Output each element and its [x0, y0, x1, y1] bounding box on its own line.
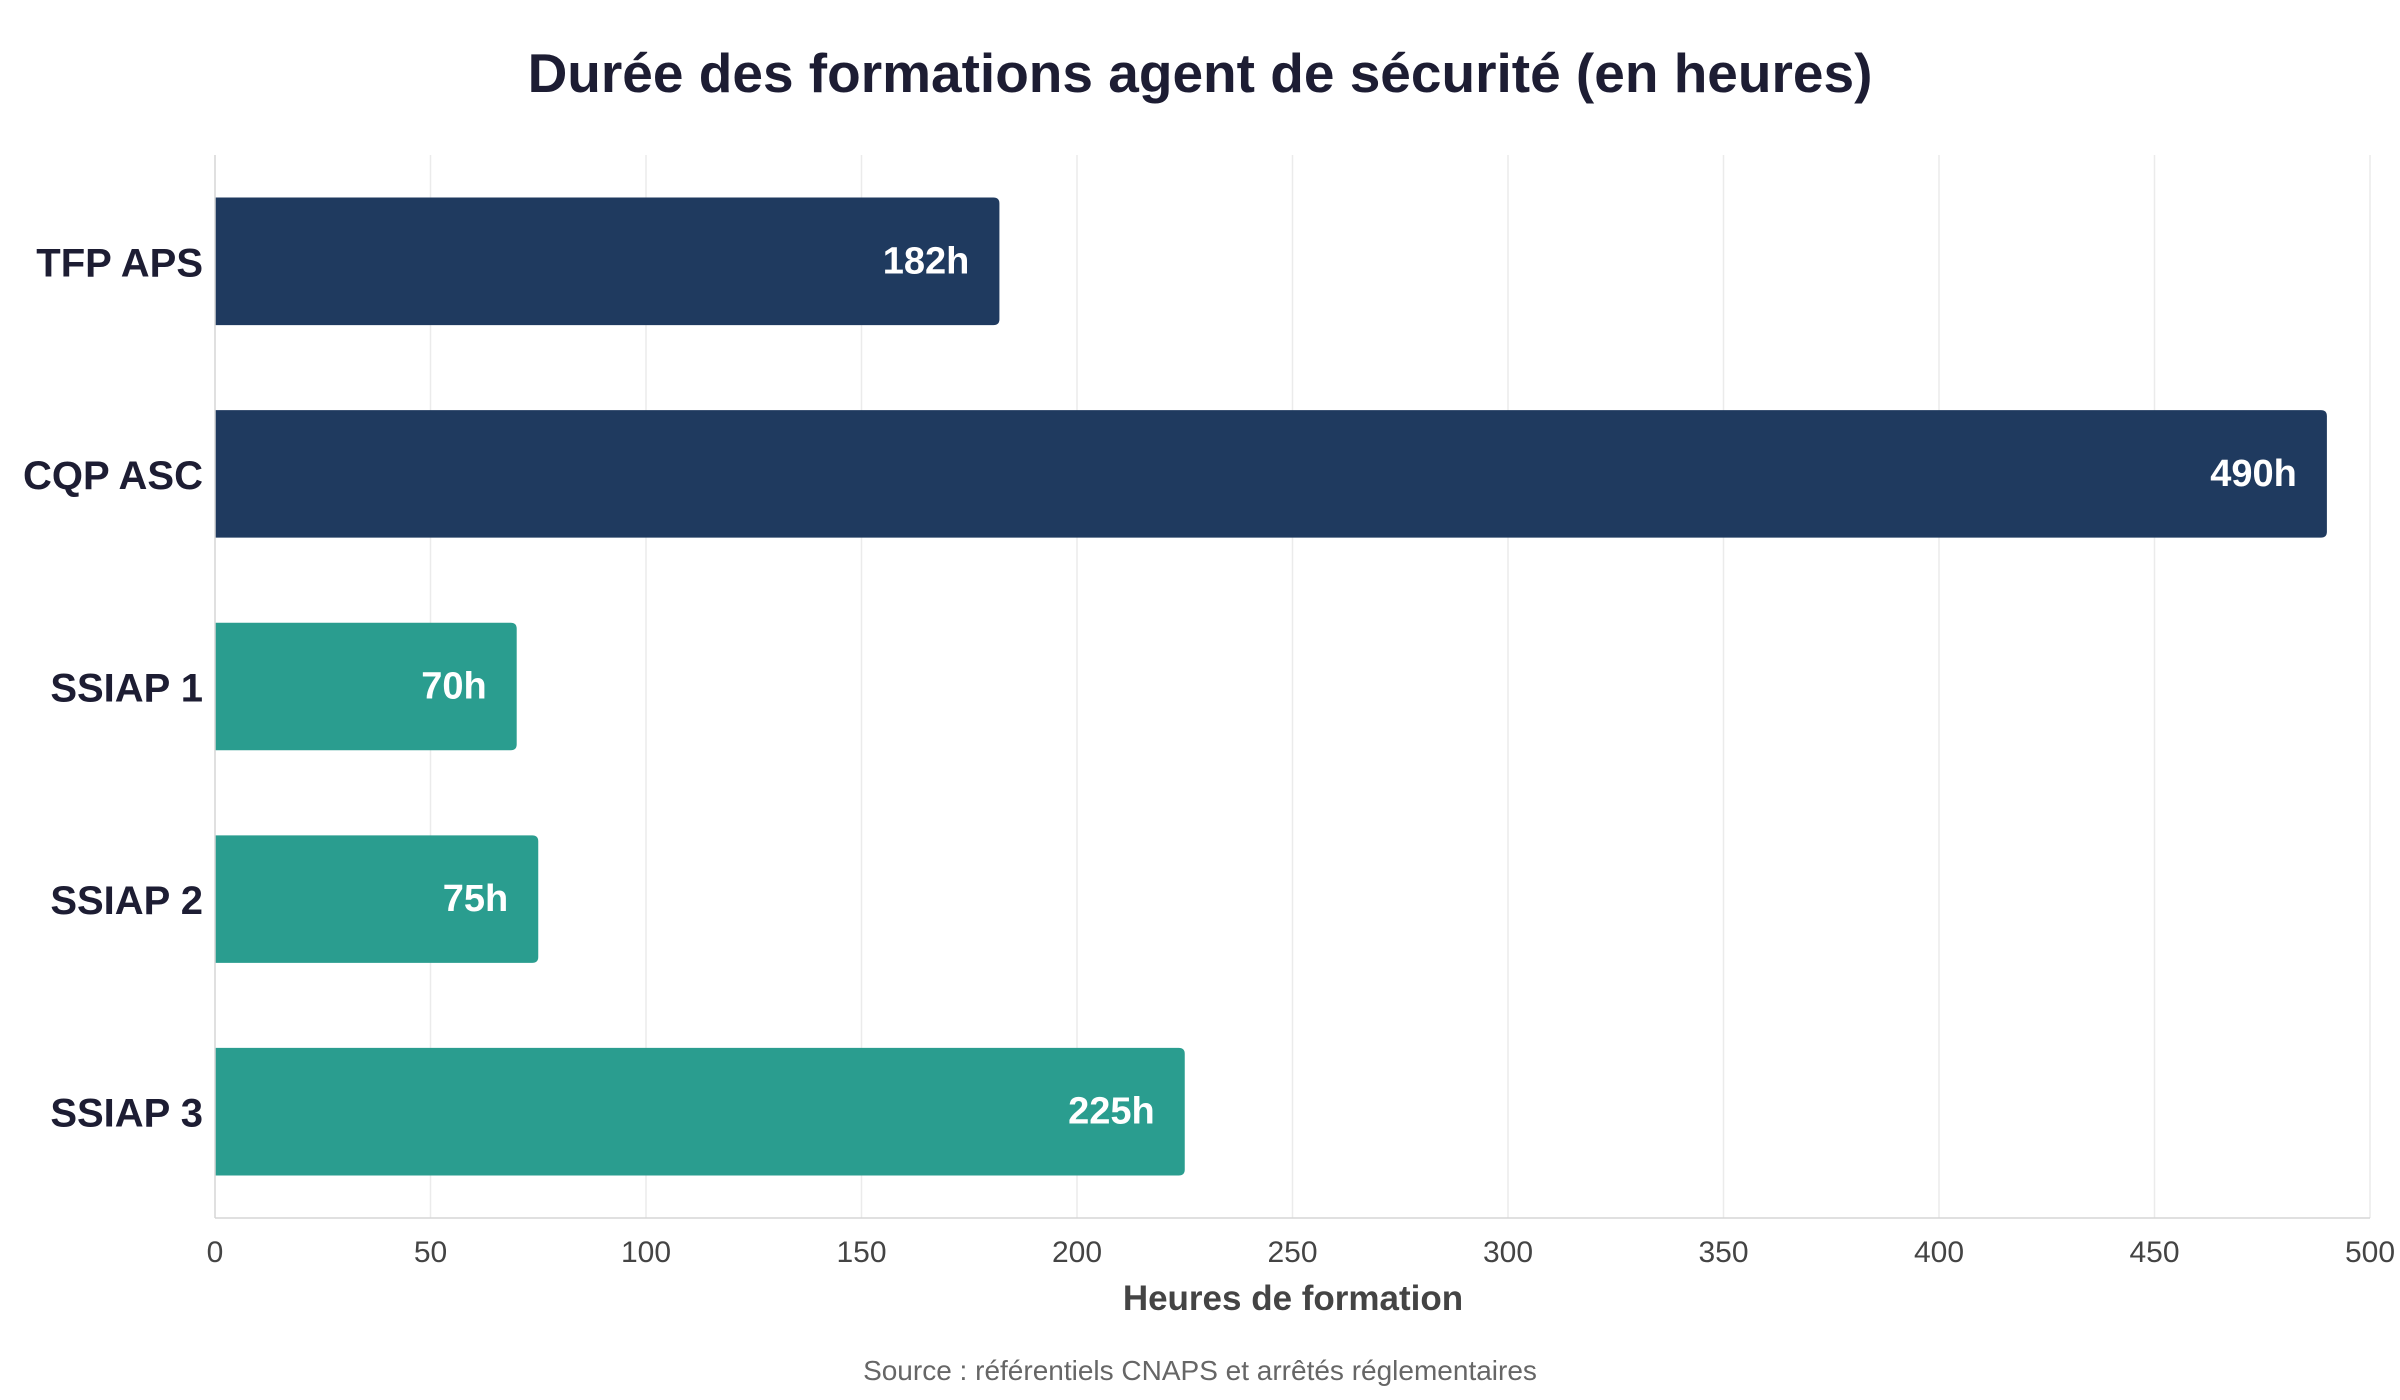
grid: [429, 155, 2371, 1218]
category-label-tfp-aps: TFP APS: [36, 241, 203, 285]
category-labels: TFP APS CQP ASC SSIAP 1 SSIAP 2 SSIAP 3: [23, 241, 203, 1135]
x-tick-label: 450: [2129, 1236, 2179, 1269]
value-label-cqp-asc: 490h: [2210, 453, 2297, 495]
x-tick-label: 250: [1267, 1236, 1317, 1269]
value-label-ssiap-1: 70h: [421, 666, 486, 708]
bar-ssiap-2: [215, 835, 539, 963]
value-label-tfp-aps: 182h: [883, 240, 970, 282]
category-label-ssiap-1: SSIAP 1: [50, 667, 203, 711]
x-tick-label: 0: [207, 1236, 224, 1269]
bar-ssiap-3: [215, 1047, 1185, 1176]
value-label-ssiap-3: 225h: [1068, 1091, 1155, 1133]
value-label-ssiap-2: 75h: [443, 878, 508, 920]
x-tick-label: 400: [1914, 1236, 1964, 1269]
chart-title: Durée des formations agent de sécurité (…: [528, 42, 1873, 104]
x-axis-title: Heures de formation: [1123, 1279, 1463, 1318]
category-label-cqp-asc: CQP ASC: [23, 454, 203, 498]
x-tick-label: 50: [414, 1236, 447, 1269]
category-label-ssiap-2: SSIAP 2: [50, 879, 203, 923]
x-tick-label: 100: [621, 1236, 671, 1269]
x-tick-label: 200: [1052, 1236, 1102, 1269]
source-note: Source : référentiels CNAPS et arrêtés r…: [863, 1355, 1537, 1386]
x-axis: 0 50 100 150 200 250 300 350 400 450 500: [207, 155, 2395, 1269]
x-tick-label: 150: [836, 1236, 886, 1269]
x-tick-label: 300: [1483, 1236, 1533, 1269]
category-label-ssiap-3: SSIAP 3: [50, 1092, 203, 1136]
x-tick-label: 500: [2345, 1236, 2395, 1269]
bar-cqp-asc: [215, 410, 2327, 538]
x-tick-label: 350: [1698, 1236, 1748, 1269]
bar-tfp-aps: [215, 197, 1000, 326]
bars: 182h 490h 70h 75h 225h: [215, 197, 2327, 1176]
bar-ssiap-1: [215, 622, 517, 751]
